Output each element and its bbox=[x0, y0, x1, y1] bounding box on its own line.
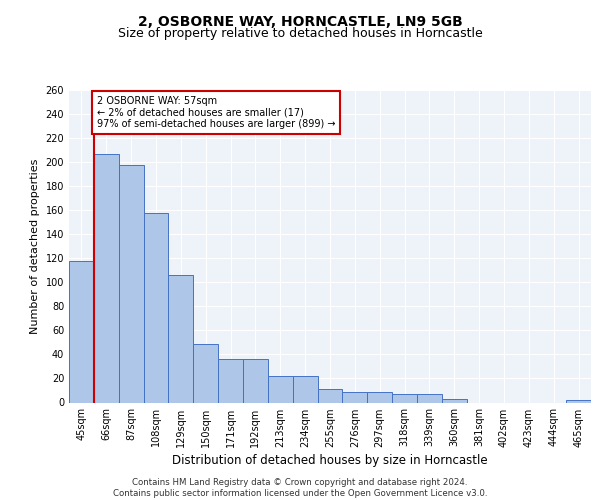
Bar bbox=[218, 359, 243, 403]
Bar bbox=[243, 359, 268, 403]
Bar bbox=[268, 376, 293, 402]
Bar bbox=[143, 212, 169, 402]
Bar bbox=[293, 376, 317, 402]
Bar bbox=[367, 392, 392, 402]
X-axis label: Distribution of detached houses by size in Horncastle: Distribution of detached houses by size … bbox=[172, 454, 488, 467]
Text: 2 OSBORNE WAY: 57sqm
← 2% of detached houses are smaller (17)
97% of semi-detach: 2 OSBORNE WAY: 57sqm ← 2% of detached ho… bbox=[97, 96, 335, 129]
Bar bbox=[193, 344, 218, 402]
Bar bbox=[119, 164, 143, 402]
Bar bbox=[317, 390, 343, 402]
Bar bbox=[69, 260, 94, 402]
Text: 2, OSBORNE WAY, HORNCASTLE, LN9 5GB: 2, OSBORNE WAY, HORNCASTLE, LN9 5GB bbox=[137, 15, 463, 29]
Bar bbox=[417, 394, 442, 402]
Y-axis label: Number of detached properties: Number of detached properties bbox=[30, 158, 40, 334]
Bar bbox=[442, 399, 467, 402]
Bar bbox=[343, 392, 367, 402]
Text: Contains HM Land Registry data © Crown copyright and database right 2024.
Contai: Contains HM Land Registry data © Crown c… bbox=[113, 478, 487, 498]
Bar bbox=[392, 394, 417, 402]
Bar bbox=[169, 275, 193, 402]
Bar bbox=[566, 400, 591, 402]
Text: Size of property relative to detached houses in Horncastle: Size of property relative to detached ho… bbox=[118, 28, 482, 40]
Bar bbox=[94, 154, 119, 402]
